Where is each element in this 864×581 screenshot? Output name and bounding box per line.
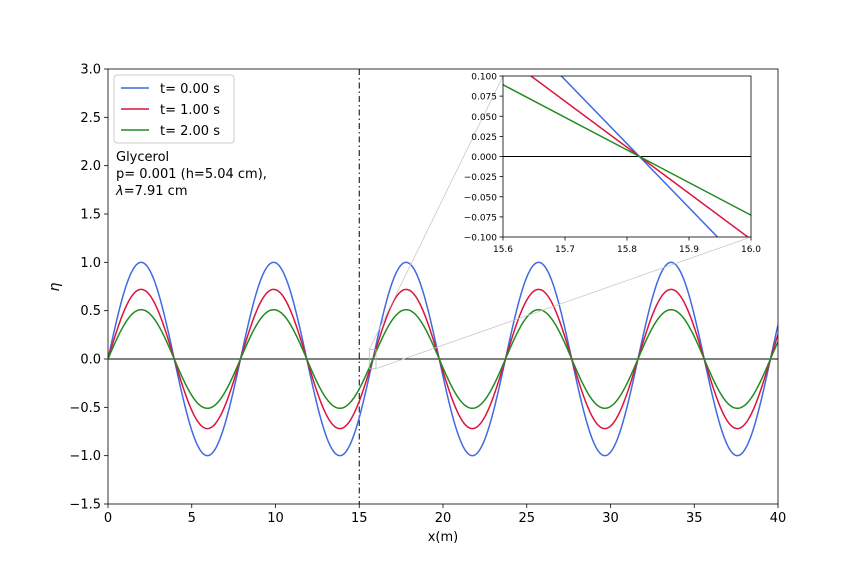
legend-label-0: t= 0.00 s (160, 82, 220, 97)
x-tick-label: 30 (602, 511, 619, 526)
annotation-lambda-symbol: λ (115, 184, 124, 199)
main-y-ticks: −1.5 −1.0 −0.5 0.0 0.5 1.0 1.5 2.0 2.5 3.0 (69, 63, 108, 513)
zoom-connectors (368, 75, 752, 370)
x-tick-label: 40 (770, 511, 787, 526)
x-tick-label: 25 (518, 511, 535, 526)
y-tick-label: 1.5 (80, 208, 101, 223)
inset-series-line-1 (529, 76, 750, 237)
inset-y-tick-label: −0.025 (464, 173, 497, 183)
y-tick-label: 2.5 (80, 111, 101, 126)
y-axis-label: η (47, 282, 63, 291)
x-axis-label: x(m) (428, 530, 459, 545)
inset-y-tick-label: 0.100 (471, 73, 497, 83)
series-line-2 (108, 308, 778, 410)
inset-y-tick-label: 0.000 (471, 153, 497, 163)
x-tick-label: 35 (686, 511, 703, 526)
annotation-wavelength-value: =7.91 cm (124, 184, 188, 199)
x-tick-label: 15 (351, 511, 368, 526)
zoom-connector-line (368, 75, 504, 350)
legend-box (113, 74, 235, 144)
inset-y-tick-label: −0.075 (464, 213, 497, 223)
annotation-parameters: p= 0.001 (h=5.04 cm), (116, 167, 267, 182)
inset-x-tick-label: 16.0 (741, 245, 761, 255)
y-tick-label: 3.0 (80, 63, 101, 78)
legend-label-1: t= 1.00 s (160, 103, 220, 118)
inset-x-tick-label: 15.9 (679, 245, 699, 255)
inset-plot-area: 15.6 15.7 15.8 15.9 16.0 −0.100−0.075−0.050−… (464, 73, 762, 256)
inset-y-tick-label: 0.050 (471, 113, 497, 123)
legend-label-2: t= 2.00 s (160, 124, 220, 139)
inset-x-tick-label: 15.7 (555, 245, 575, 255)
y-tick-label: 0.0 (80, 353, 101, 368)
y-tick-label: −0.5 (69, 401, 101, 416)
x-tick-label: 5 (188, 511, 196, 526)
inset-series-line-0 (560, 76, 719, 237)
x-tick-label: 0 (104, 511, 112, 526)
x-tick-label: 20 (435, 511, 452, 526)
y-tick-label: 2.0 (80, 159, 101, 174)
series-line-0 (108, 261, 778, 457)
y-tick-label: −1.0 (69, 449, 101, 464)
inset-y-tick-label: −0.100 (464, 234, 498, 244)
main-plot-area: 0 5 10 15 20 25 30 35 40 −1.5 −1.0 −0.5 0.0 0.5 1.0 1.… (47, 63, 786, 546)
zoom-region-box (368, 348, 377, 370)
inset-y-tick-label: −0.050 (464, 193, 498, 203)
y-tick-label: −1.5 (69, 498, 101, 513)
y-tick-label: 0.5 (80, 304, 101, 319)
annotation-wavelength: λ=7.91 cm (115, 184, 187, 199)
zoom-connector-line (375, 236, 752, 370)
inset-y-tick-label: 0.075 (471, 93, 497, 103)
annotation-material: Glycerol (116, 150, 169, 165)
main-x-ticks: 0 5 10 15 20 25 30 35 40 (104, 504, 786, 526)
inset-x-tick-label: 15.8 (617, 245, 637, 255)
inset-y-ticks: −0.100 −0.075 −0.050 −0.025 0.000 0.025 0.050 0… (464, 73, 503, 244)
legend: t= 0.00 s t= 1.00 s t= 2.00 s (113, 74, 235, 144)
x-tick-label: 10 (267, 511, 284, 526)
inset-series-line-2 (503, 83, 751, 217)
inset-y-tick-label: 0.025 (471, 133, 497, 143)
inset-x-ticks: 15.6 15.7 15.8 15.9 16.0 (493, 237, 761, 255)
series-line-1 (108, 288, 778, 430)
y-tick-label: 1.0 (80, 256, 101, 271)
inset-x-tick-label: 15.6 (493, 245, 513, 255)
